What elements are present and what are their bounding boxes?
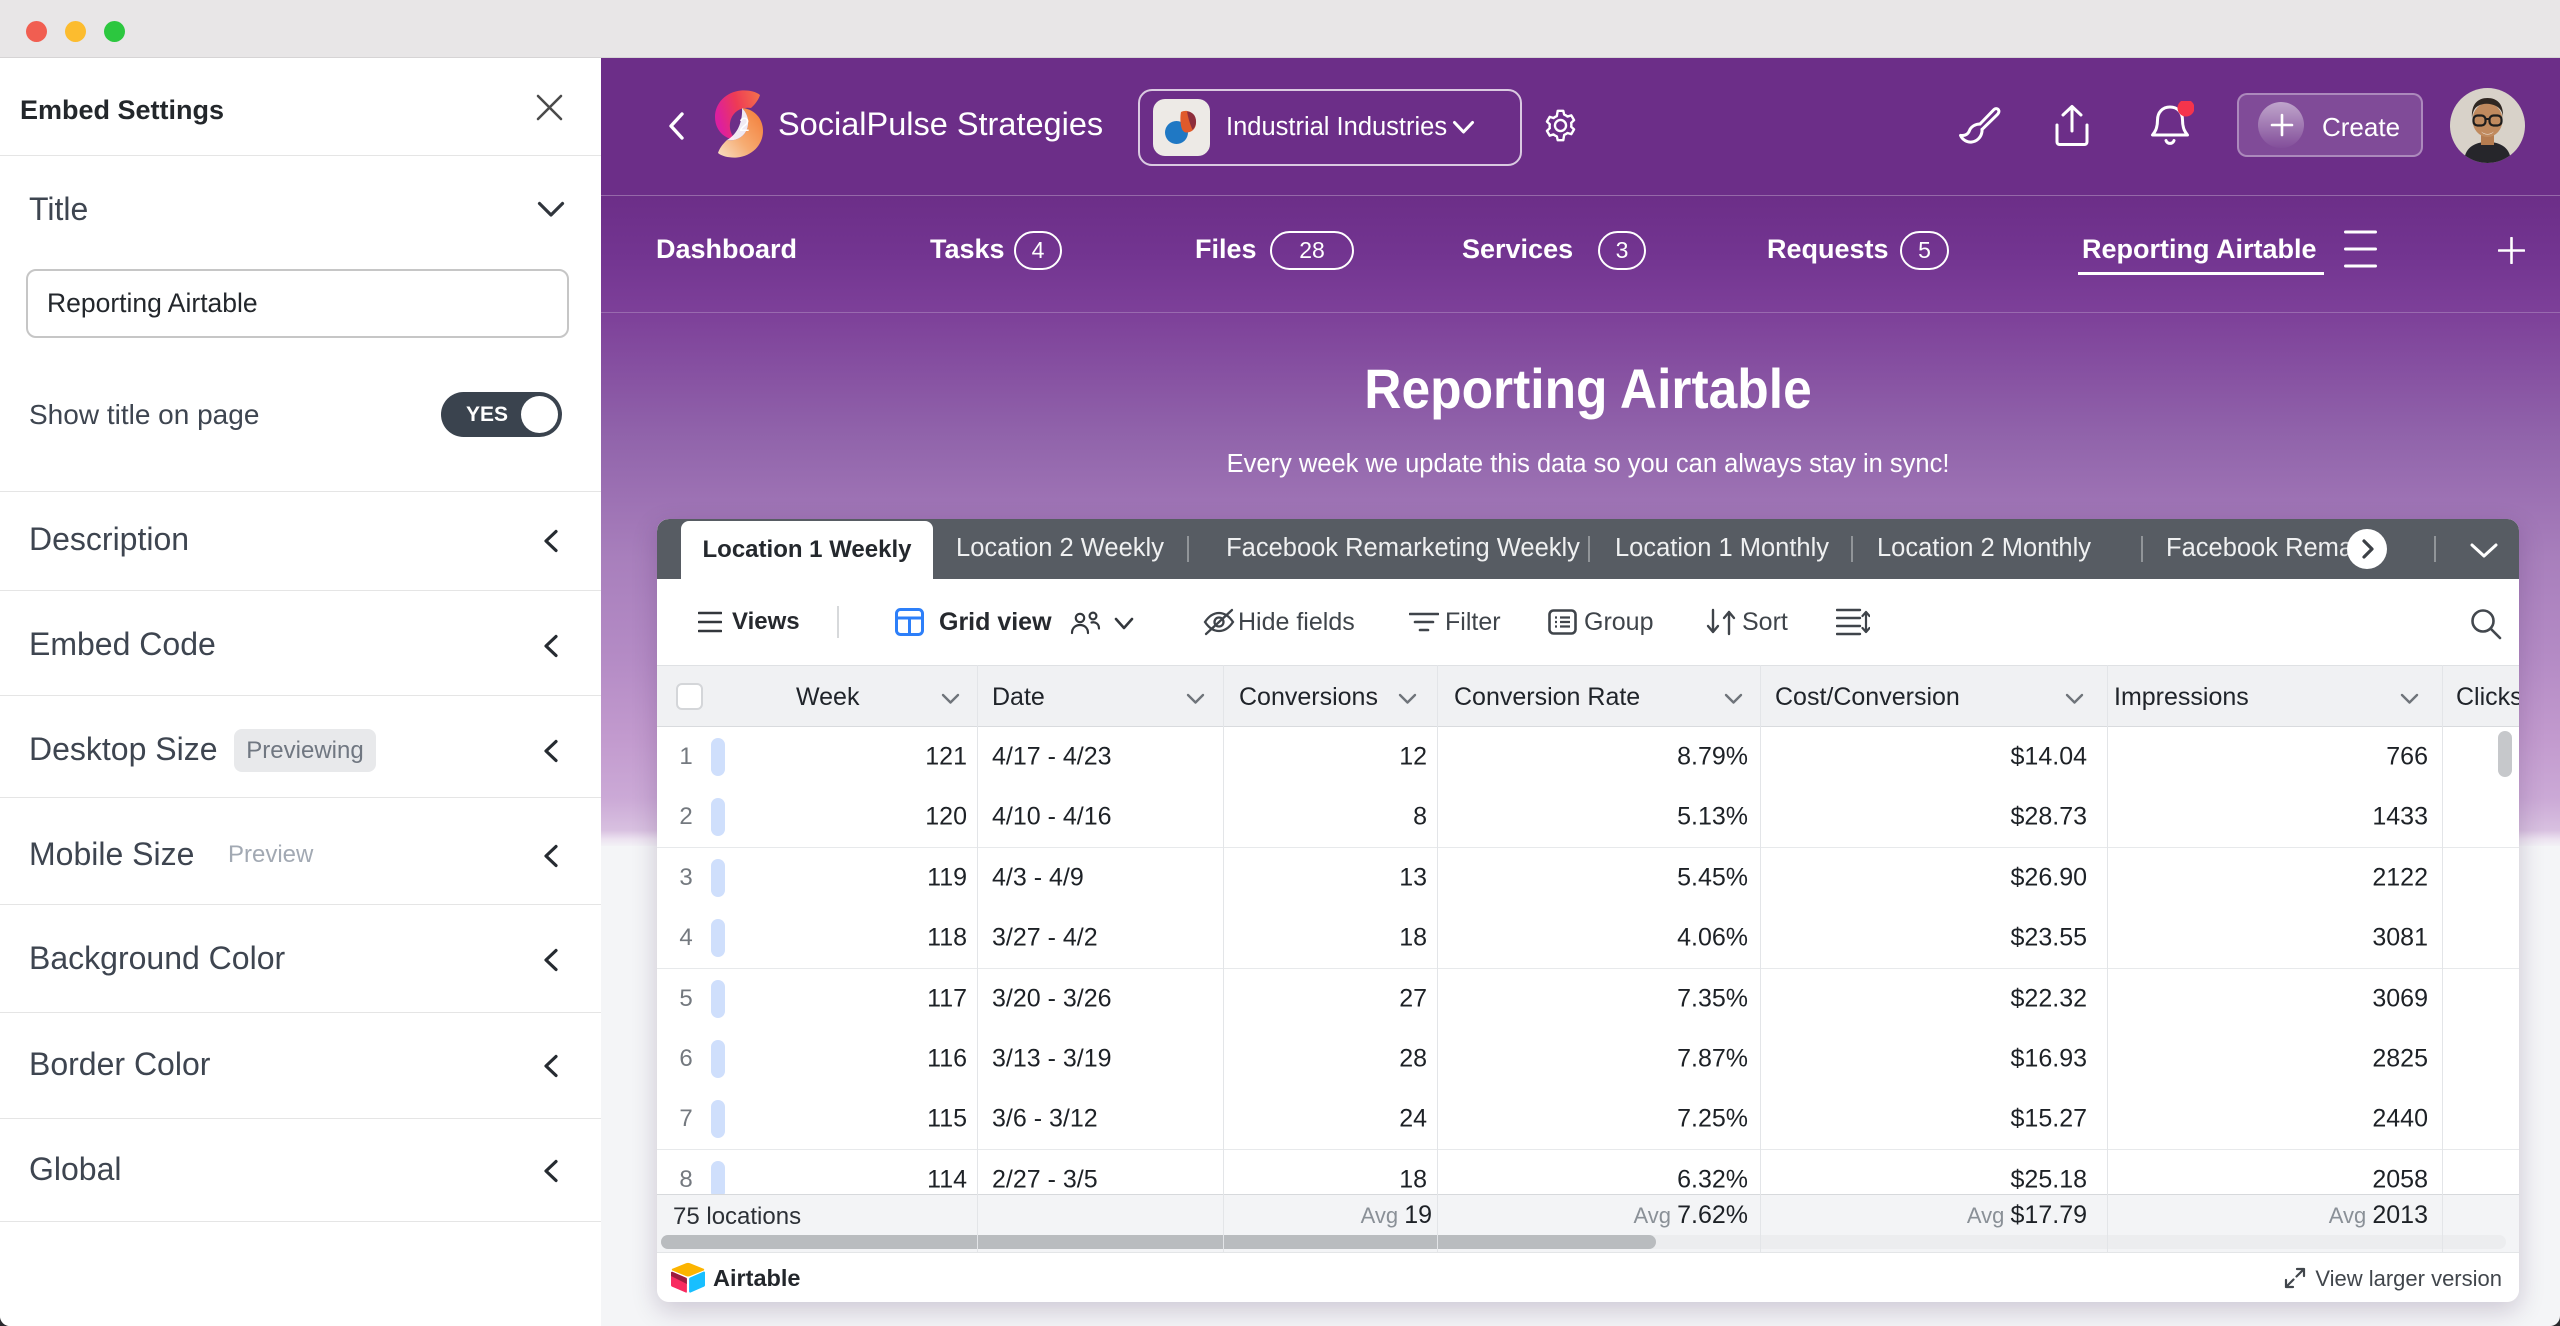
svg-text:2: 2 [739, 115, 750, 136]
